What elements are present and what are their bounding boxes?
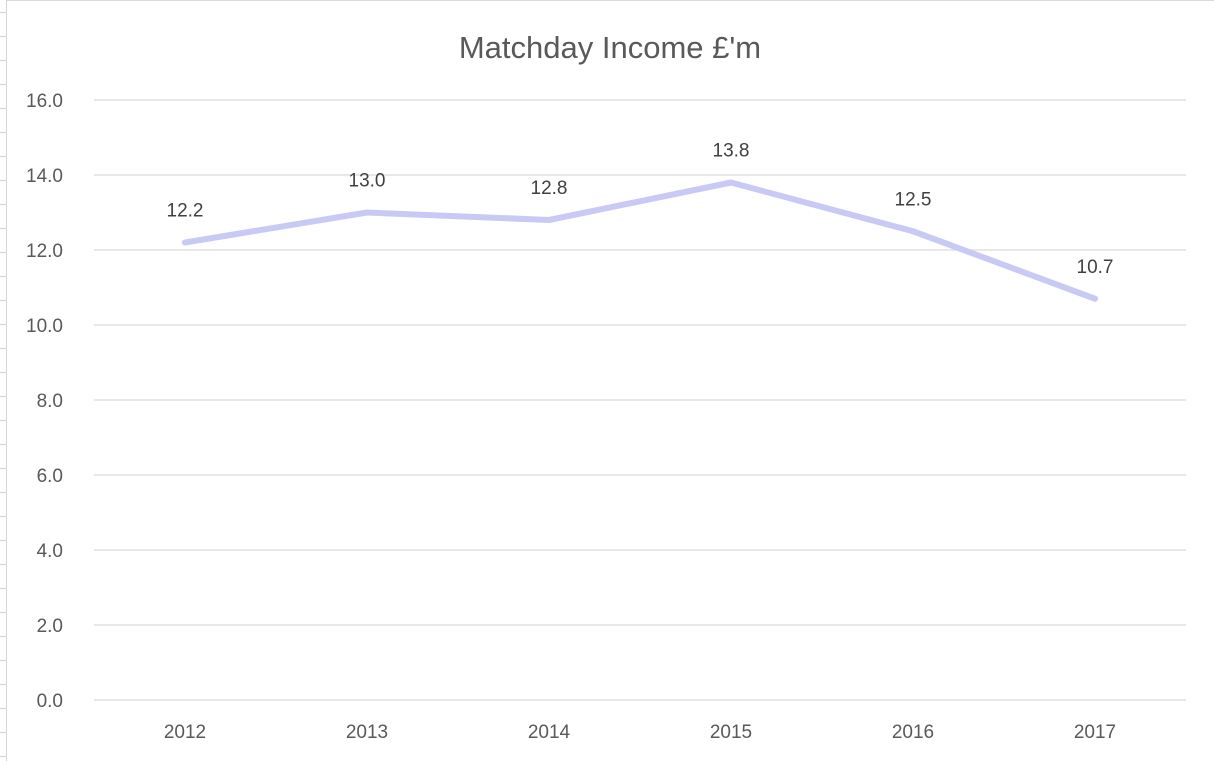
row-edge-tick (0, 396, 6, 397)
row-edge-tick (0, 684, 6, 685)
row-edge-tick (0, 300, 6, 301)
line-chart: Matchday Income £'m 0.0 2.0 4.0 6.0 8.0 10.0 1… (26, 30, 1186, 743)
row-edge-tick (0, 660, 6, 661)
y-tick-label: 16.0 (26, 91, 63, 112)
row-edge-tick (0, 204, 6, 205)
x-axis-tick-labels: 2012 2013 2014 2015 2016 2017 (164, 722, 1116, 743)
data-point[interactable] (364, 209, 370, 216)
row-edge-tick (0, 156, 6, 157)
row-edge-tick (0, 564, 6, 565)
row-edge-tick (0, 636, 6, 637)
y-tick-label: 4.0 (37, 541, 63, 562)
data-label: 10.7 (1077, 257, 1114, 278)
row-edge-tick (0, 36, 6, 37)
y-tick-label: 10.0 (26, 316, 63, 337)
y-tick-label: 0.0 (37, 691, 63, 712)
chart-area[interactable]: Matchday Income £'m 0.0 2.0 4.0 6.0 8.0 10.0 1… (7, 0, 1214, 761)
row-edge-tick (0, 324, 6, 325)
data-point[interactable] (728, 179, 734, 186)
data-label: 12.2 (167, 201, 204, 222)
row-edge-tick (0, 180, 6, 181)
data-label: 13.0 (349, 171, 386, 192)
row-edge-tick (0, 60, 6, 61)
data-point[interactable] (910, 228, 916, 235)
row-edge-tick (0, 348, 6, 349)
data-labels: 12.2 13.0 12.8 13.8 12.5 10.7 (167, 141, 1114, 278)
spreadsheet-row-edge (0, 0, 7, 761)
chart-title: Matchday Income £'m (459, 30, 761, 65)
y-tick-label: 8.0 (37, 391, 63, 412)
row-edge-tick (0, 492, 6, 493)
y-axis-tick-labels: 0.0 2.0 4.0 6.0 8.0 10.0 12.0 14.0 16.0 (26, 91, 63, 712)
row-edge-tick (0, 540, 6, 541)
row-edge-tick (0, 756, 6, 757)
row-edge-tick (0, 12, 6, 13)
x-tick-label: 2017 (1074, 722, 1116, 743)
row-edge-tick (0, 228, 6, 229)
series-line[interactable] (182, 179, 1098, 302)
row-edge-tick (0, 132, 6, 133)
row-edge-tick (0, 468, 6, 469)
row-edge-tick (0, 420, 6, 421)
y-tick-label: 6.0 (37, 466, 63, 487)
row-edge-tick (0, 252, 6, 253)
y-tick-label: 2.0 (37, 616, 63, 637)
series-layer (182, 179, 1098, 302)
row-edge-tick (0, 108, 6, 109)
row-edge-tick (0, 276, 6, 277)
data-point[interactable] (1092, 295, 1098, 302)
row-edge-tick (0, 516, 6, 517)
row-edge-tick (0, 732, 6, 733)
data-label: 12.8 (531, 178, 568, 199)
row-edge-tick (0, 588, 6, 589)
row-edge-tick (0, 708, 6, 709)
row-edge-tick (0, 372, 6, 373)
x-tick-label: 2013 (346, 722, 388, 743)
x-tick-label: 2014 (528, 722, 571, 743)
x-tick-label: 2015 (710, 722, 752, 743)
row-edge-tick (0, 612, 6, 613)
data-point[interactable] (546, 217, 552, 223)
x-tick-label: 2012 (164, 722, 206, 743)
x-tick-label: 2016 (892, 722, 934, 743)
y-tick-label: 14.0 (26, 166, 63, 187)
row-edge-tick (0, 84, 6, 85)
data-label: 12.5 (895, 189, 932, 210)
data-label: 13.8 (713, 141, 750, 162)
y-tick-label: 12.0 (26, 241, 63, 262)
row-edge-tick (0, 444, 6, 445)
gridlines (94, 99, 1186, 701)
data-point[interactable] (182, 239, 188, 246)
